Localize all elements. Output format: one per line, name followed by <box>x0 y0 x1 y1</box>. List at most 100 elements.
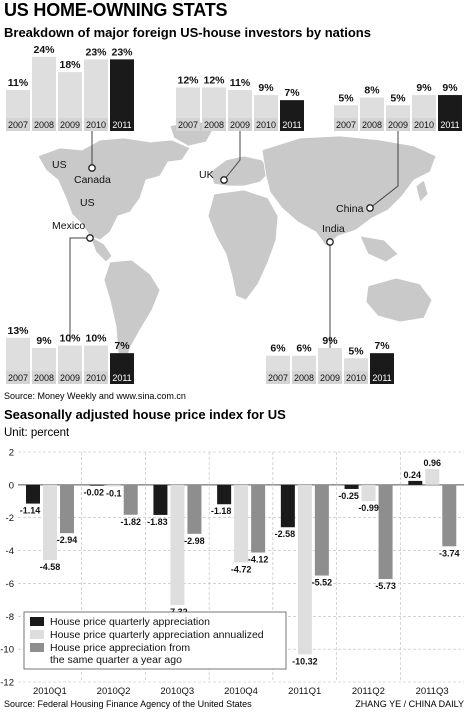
map-label-canada: Canada <box>74 174 111 186</box>
x-tick-2011Q2: 2011Q2 <box>352 686 385 696</box>
map-label-us: US <box>80 197 95 209</box>
year-label-uk-2009: 2009 <box>230 120 250 130</box>
value-label-uk-2010: 9% <box>258 82 274 94</box>
year-label-mexico-2010: 2010 <box>86 373 106 383</box>
year-label-china-2008: 2008 <box>362 120 382 130</box>
legend-label-2-line1: House price quarterly appreciation annua… <box>50 629 264 641</box>
x-tick-2011Q3: 2011Q3 <box>416 686 449 696</box>
hpi-bar-2011Q1-s2 <box>297 484 312 655</box>
legend-swatch-3 <box>30 643 44 652</box>
investors-map-figure: US Canada US Mexico UK China India 2007 1… <box>6 44 462 384</box>
value-label-mexico-2011: 7% <box>114 340 130 352</box>
map-label-china: China <box>336 203 364 215</box>
year-box-canada-2007 <box>6 118 30 131</box>
credit-line: ZHANG YE / CHINA DAILY <box>355 699 464 709</box>
value-label-china-2007: 5% <box>338 92 354 104</box>
mini-chart-uk: 2007 12% 2008 12% 2009 11% 2010 9% 2011 7% <box>176 74 304 131</box>
value-label-canada-2010: 23% <box>85 46 107 58</box>
hpi-bar-2010Q2-s1 <box>89 484 104 486</box>
investors-subtitle: Breakdown of major foreign US-house inve… <box>4 25 371 40</box>
value-label-india-2009: 9% <box>322 335 338 347</box>
pin-china <box>366 204 374 212</box>
year-box-china-2008 <box>360 118 384 131</box>
bar-canada-2007 <box>6 89 30 118</box>
legend-box <box>23 611 287 670</box>
year-box-mexico-2008 <box>32 371 56 384</box>
hpi-bar-2011Q1-s3 <box>314 484 329 576</box>
bar-uk-2011 <box>280 100 304 118</box>
value-label-china-2010: 9% <box>416 82 432 94</box>
value-label-canada-2007: 11% <box>8 77 29 89</box>
mini-chart-mexico: 2007 13% 2008 9% 2009 10% 2010 10% 2011 7% <box>6 325 134 384</box>
bar-india-2007 <box>266 355 290 371</box>
y-tick--4: -4 <box>6 546 14 557</box>
year-box-uk-2009 <box>228 118 252 131</box>
hpi-value-2010Q2-s1: -0.02 <box>83 488 104 498</box>
mini-chart-china: 2007 5% 2008 8% 2009 5% 2010 9% 2011 9% <box>334 82 462 131</box>
value-label-uk-2007: 12% <box>177 74 199 86</box>
hpi-bar-2011Q3-s3 <box>442 484 457 547</box>
hpi-bar-2010Q3-s1 <box>153 484 168 515</box>
map-label-mexico: Mexico <box>52 220 85 232</box>
value-label-china-2008: 8% <box>364 85 380 97</box>
hpi-bar-2010Q4-s2 <box>234 484 249 563</box>
hpi-unit: Unit: percent <box>4 427 70 439</box>
year-box-canada-2010 <box>84 118 108 131</box>
value-label-india-2010: 5% <box>348 345 364 357</box>
year-label-mexico-2009: 2009 <box>60 373 80 383</box>
legend-label-3-line2: the same quarter a year ago <box>50 654 182 666</box>
map-australia <box>365 277 433 323</box>
bar-canada-2010 <box>84 59 108 118</box>
year-box-mexico-2009 <box>58 371 82 384</box>
map-label-india: India <box>322 223 345 235</box>
map-southeast-asia <box>359 235 399 263</box>
value-label-canada-2011: 23% <box>111 46 133 58</box>
hpi-value-2010Q3-s1: -1.83 <box>147 517 168 527</box>
bar-china-2010 <box>412 95 436 118</box>
hpi-bar-2011Q3-s1 <box>408 480 423 485</box>
map-asia <box>261 135 437 247</box>
year-box-uk-2008 <box>202 118 226 131</box>
year-box-mexico-2007 <box>6 371 30 384</box>
legend-label-1-line1: House price quarterly appreciation <box>50 616 210 628</box>
x-tick-2010Q4: 2010Q4 <box>224 686 258 696</box>
hpi-value-2011Q3-s3: -3.74 <box>439 548 460 558</box>
map-north-america <box>37 137 191 241</box>
y-tick--10: -10 <box>0 645 14 656</box>
year-box-canada-2011 <box>110 118 134 131</box>
year-label-canada-2010: 2010 <box>86 120 106 130</box>
x-tick-2010Q3: 2010Q3 <box>160 686 194 696</box>
hpi-value-2010Q2-s2: -0.1 <box>106 489 122 499</box>
year-box-mexico-2011 <box>110 371 134 384</box>
year-label-china-2010: 2010 <box>414 120 434 130</box>
y-tick-2: 2 <box>9 448 14 459</box>
bar-uk-2009 <box>228 89 252 118</box>
hpi-value-2011Q1-s1: -2.58 <box>275 529 296 539</box>
bar-china-2011 <box>438 95 462 118</box>
year-label-india-2010: 2010 <box>346 373 366 383</box>
bar-mexico-2009 <box>58 345 82 371</box>
hpi-value-2010Q2-s3: -1.82 <box>120 517 141 527</box>
year-label-china-2007: 2007 <box>336 120 356 130</box>
page-title: US HOME-OWNING STATS <box>4 0 228 20</box>
year-box-mexico-2010 <box>84 371 108 384</box>
bar-mexico-2011 <box>110 353 134 371</box>
hpi-bar-2010Q1-s3 <box>60 484 74 534</box>
value-label-mexico-2007: 13% <box>7 325 29 337</box>
value-label-uk-2008: 12% <box>203 74 225 86</box>
year-label-mexico-2008: 2008 <box>34 373 54 383</box>
year-box-canada-2008 <box>32 118 56 131</box>
hpi-bar-2011Q1-s1 <box>280 484 295 528</box>
hpi-bar-2010Q3-s3 <box>187 484 202 534</box>
year-box-china-2010 <box>412 118 436 131</box>
pin-uk <box>220 176 228 184</box>
hpi-value-2011Q1-s3: -5.52 <box>312 578 333 588</box>
map-africa <box>207 189 279 301</box>
year-label-mexico-2011: 2011 <box>112 373 131 383</box>
year-label-canada-2008: 2008 <box>34 120 54 130</box>
hpi-subtitle: Seasonally adjusted house price index fo… <box>4 407 286 422</box>
bar-mexico-2008 <box>32 348 56 371</box>
y-tick--8: -8 <box>6 612 14 623</box>
year-box-india-2010 <box>344 371 368 384</box>
hpi-value-2010Q4-s1: -1.18 <box>211 506 232 516</box>
